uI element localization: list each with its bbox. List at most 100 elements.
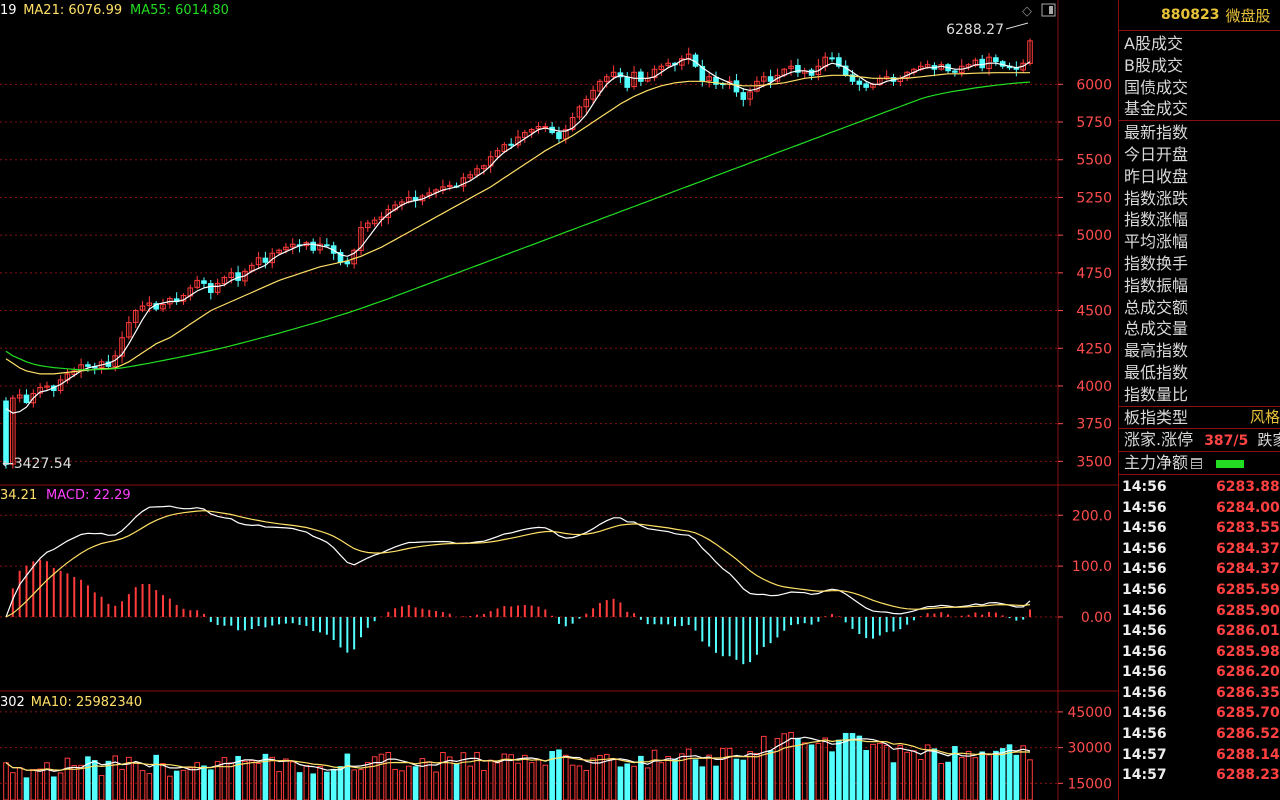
legend-item: MA21: 6076.99 (23, 3, 122, 18)
tick-row[interactable]: 14:56 6285.70 (1119, 703, 1280, 724)
tick-row[interactable]: 14:56 6286.01 (1119, 621, 1280, 642)
volume-bar (105, 760, 112, 800)
y-tick-label: 45000 (1067, 705, 1112, 721)
candle-body (747, 91, 753, 100)
tick-row[interactable]: 14:56 6286.35 (1119, 683, 1280, 704)
volume-bar (474, 751, 480, 800)
legend-item: 19 (0, 3, 17, 18)
y-tick-label: 100.0 (1072, 559, 1112, 575)
candle-body (385, 209, 392, 218)
kline-chart[interactable]: 6288.27 ←3427.54 3500 3750 4000 4250 4500 4750… (0, 0, 1118, 800)
tick-row[interactable]: 14:57 6288.14 (1119, 745, 1280, 766)
high-annotation-arrow (1005, 22, 1029, 30)
volume-bar (276, 771, 282, 800)
type-label: 板指类型 (1124, 407, 1189, 427)
chart-controls[interactable]: ◇ (1022, 3, 1056, 19)
list-icon[interactable] (1191, 458, 1203, 470)
volume-bar (931, 748, 938, 800)
vol-ma5-line (5, 736, 1031, 772)
candle-body (351, 249, 357, 265)
volume-bar (556, 749, 562, 800)
volume-bar (870, 743, 876, 800)
volume-bar (23, 777, 30, 800)
tick-list[interactable]: 14:56 6283.88 14:56 6284.00 14:56 6283.55 14:5… (1119, 473, 1280, 786)
volume-bar (767, 750, 774, 800)
candle-body (344, 261, 351, 265)
panel-label: 昨日收盘 (1124, 166, 1189, 186)
volume-bar (365, 761, 371, 800)
tick-time: 14:56 (1122, 540, 1167, 557)
y-tick-label: 4000 (1076, 379, 1112, 395)
candle-body (433, 189, 439, 193)
volume-bar (692, 759, 699, 800)
candle-body (208, 283, 214, 293)
volume-bar (201, 765, 207, 800)
price-candles[interactable]: 6288.27 ←3427.54 (2, 22, 1033, 472)
tick-row[interactable]: 14:56 6284.00 (1119, 498, 1280, 519)
volume-bars[interactable] (3, 731, 1033, 800)
candle-body (535, 126, 542, 130)
tick-price: 6288.14 (1216, 746, 1280, 763)
volume-bar (433, 771, 439, 800)
tick-time: 14:56 (1122, 643, 1167, 660)
tick-time: 14:56 (1122, 684, 1167, 701)
y-tick-label: 5500 (1076, 153, 1112, 169)
legend-item: 34.21 (0, 488, 37, 503)
candle-body (569, 117, 576, 130)
volume-bar (788, 731, 794, 800)
panel-label: 指数涨跌 (1124, 188, 1189, 208)
volume-bar (214, 760, 221, 800)
diamond-icon[interactable]: ◇ (1022, 4, 1032, 19)
type-row: 板指类型 风格 (1119, 405, 1280, 429)
candle-body (528, 129, 535, 133)
volume-bar (733, 758, 740, 800)
index-name[interactable]: 微盘股 (1225, 6, 1271, 25)
candle-body (583, 98, 590, 108)
panel-label: 指数换手 (1124, 253, 1189, 273)
volume-bar (917, 759, 924, 800)
volume-bar (112, 755, 119, 800)
tick-price: 6286.52 (1216, 726, 1280, 743)
volume-bar (235, 755, 241, 800)
volume-bar (685, 748, 692, 800)
y-tick-label: 5750 (1076, 115, 1112, 131)
tick-time: 14:56 (1122, 499, 1167, 516)
legend-item: MACD: 22.29 (46, 488, 131, 503)
volume-bar (467, 765, 474, 800)
legend-item: MA55: 6014.80 (130, 3, 229, 18)
volume-bar (644, 767, 651, 800)
tick-row[interactable]: 14:56 6285.98 (1119, 642, 1280, 663)
candle-body (139, 305, 146, 311)
tick-row[interactable]: 14:56 6286.20 (1119, 662, 1280, 683)
tick-row[interactable]: 14:56 6285.90 (1119, 601, 1280, 622)
tick-row[interactable]: 14:57 6288.23 (1119, 765, 1280, 786)
volume-bar (863, 750, 869, 800)
vol-ma10-line (5, 739, 1031, 771)
y-tick-label: 3750 (1076, 417, 1112, 433)
volume-bar (958, 756, 965, 800)
tick-row[interactable]: 14:56 6284.37 (1119, 559, 1280, 580)
tick-row[interactable]: 14:56 6284.37 (1119, 539, 1280, 560)
tick-price: 6284.37 (1216, 561, 1280, 578)
macd-histogram[interactable] (6, 559, 1031, 665)
tick-row[interactable]: 14:56 6286.52 (1119, 724, 1280, 745)
volume-bar (37, 768, 43, 800)
volume-bar (924, 744, 931, 800)
panel-label: 指数振幅 (1124, 275, 1189, 295)
tick-row[interactable]: 14:56 6285.59 (1119, 580, 1280, 601)
candle-body (494, 150, 501, 158)
window-toggle-icon[interactable] (1041, 3, 1056, 17)
volume-bar (194, 762, 200, 800)
volume-bar (808, 744, 815, 800)
candle-body (542, 126, 549, 129)
tick-price: 6286.01 (1216, 623, 1280, 640)
volume-bar (3, 762, 9, 800)
candle-body (310, 241, 316, 251)
candle-body (3, 400, 9, 465)
candle-body (276, 249, 282, 254)
candle-body (446, 184, 453, 188)
candle-body (849, 74, 856, 82)
tick-row[interactable]: 14:56 6283.55 (1119, 518, 1280, 539)
tick-time: 14:56 (1122, 561, 1167, 578)
tick-row[interactable]: 14:56 6283.88 (1119, 477, 1280, 498)
